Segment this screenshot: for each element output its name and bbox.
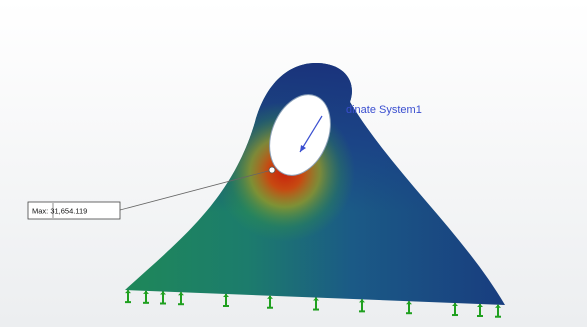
viewport: dinate System1 Max: 31,654.119 (0, 0, 587, 327)
probe-point (269, 167, 275, 173)
max-label: Max: 31,654.119 (32, 207, 87, 216)
coordinate-system-label: dinate System1 (346, 104, 422, 116)
page: dinate System1 Max: 31,654.119 (() => { … (0, 0, 587, 327)
